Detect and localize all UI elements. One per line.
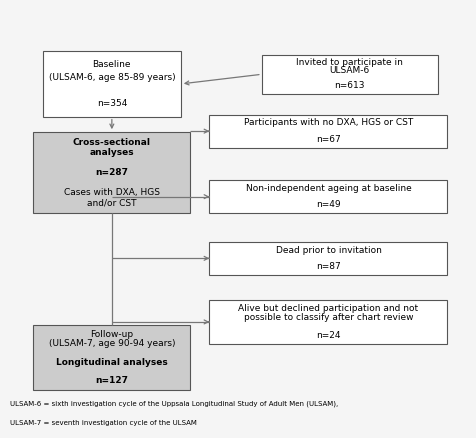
Text: Invited to participate in: Invited to participate in [297,58,403,67]
Text: Alive but declined participation and not: Alive but declined participation and not [238,304,418,313]
Text: ULSAM-6 = sixth investigation cycle of the Uppsala Longitudinal Study of Adult M: ULSAM-6 = sixth investigation cycle of t… [10,401,338,407]
Text: n=613: n=613 [335,81,365,90]
Text: n=67: n=67 [316,135,341,144]
Text: Baseline: Baseline [93,60,131,69]
Text: analyses: analyses [89,148,134,157]
Text: (ULSAM-7, age 90-94 years): (ULSAM-7, age 90-94 years) [49,339,175,348]
FancyBboxPatch shape [209,300,447,344]
Text: Participants with no DXA, HGS or CST: Participants with no DXA, HGS or CST [244,118,413,127]
FancyBboxPatch shape [209,115,447,148]
Text: n=24: n=24 [316,331,341,340]
Text: Longitudinal analyses: Longitudinal analyses [56,358,168,367]
FancyBboxPatch shape [262,55,438,94]
FancyBboxPatch shape [33,325,190,390]
Text: n=49: n=49 [316,200,341,209]
FancyBboxPatch shape [43,51,181,117]
Text: Cases with DXA, HGS: Cases with DXA, HGS [64,188,160,197]
Text: n=127: n=127 [95,377,129,385]
FancyBboxPatch shape [209,180,447,213]
Text: Dead prior to invitation: Dead prior to invitation [276,246,381,254]
FancyBboxPatch shape [33,132,190,213]
Text: possible to classify after chart review: possible to classify after chart review [244,313,413,322]
Text: ULSAM-6: ULSAM-6 [330,66,370,75]
Text: n=87: n=87 [316,262,341,271]
Text: Follow-up: Follow-up [90,330,133,339]
Text: (ULSAM-6, age 85-89 years): (ULSAM-6, age 85-89 years) [49,73,175,82]
Text: Cross-sectional: Cross-sectional [73,138,151,147]
Text: Non-independent ageing at baseline: Non-independent ageing at baseline [246,184,411,193]
FancyBboxPatch shape [209,242,447,275]
Text: n=354: n=354 [97,99,127,108]
Text: ULSAM-7 = seventh investigation cycle of the ULSAM: ULSAM-7 = seventh investigation cycle of… [10,420,197,427]
Text: n=287: n=287 [95,168,129,177]
Text: and/or CST: and/or CST [87,198,137,208]
